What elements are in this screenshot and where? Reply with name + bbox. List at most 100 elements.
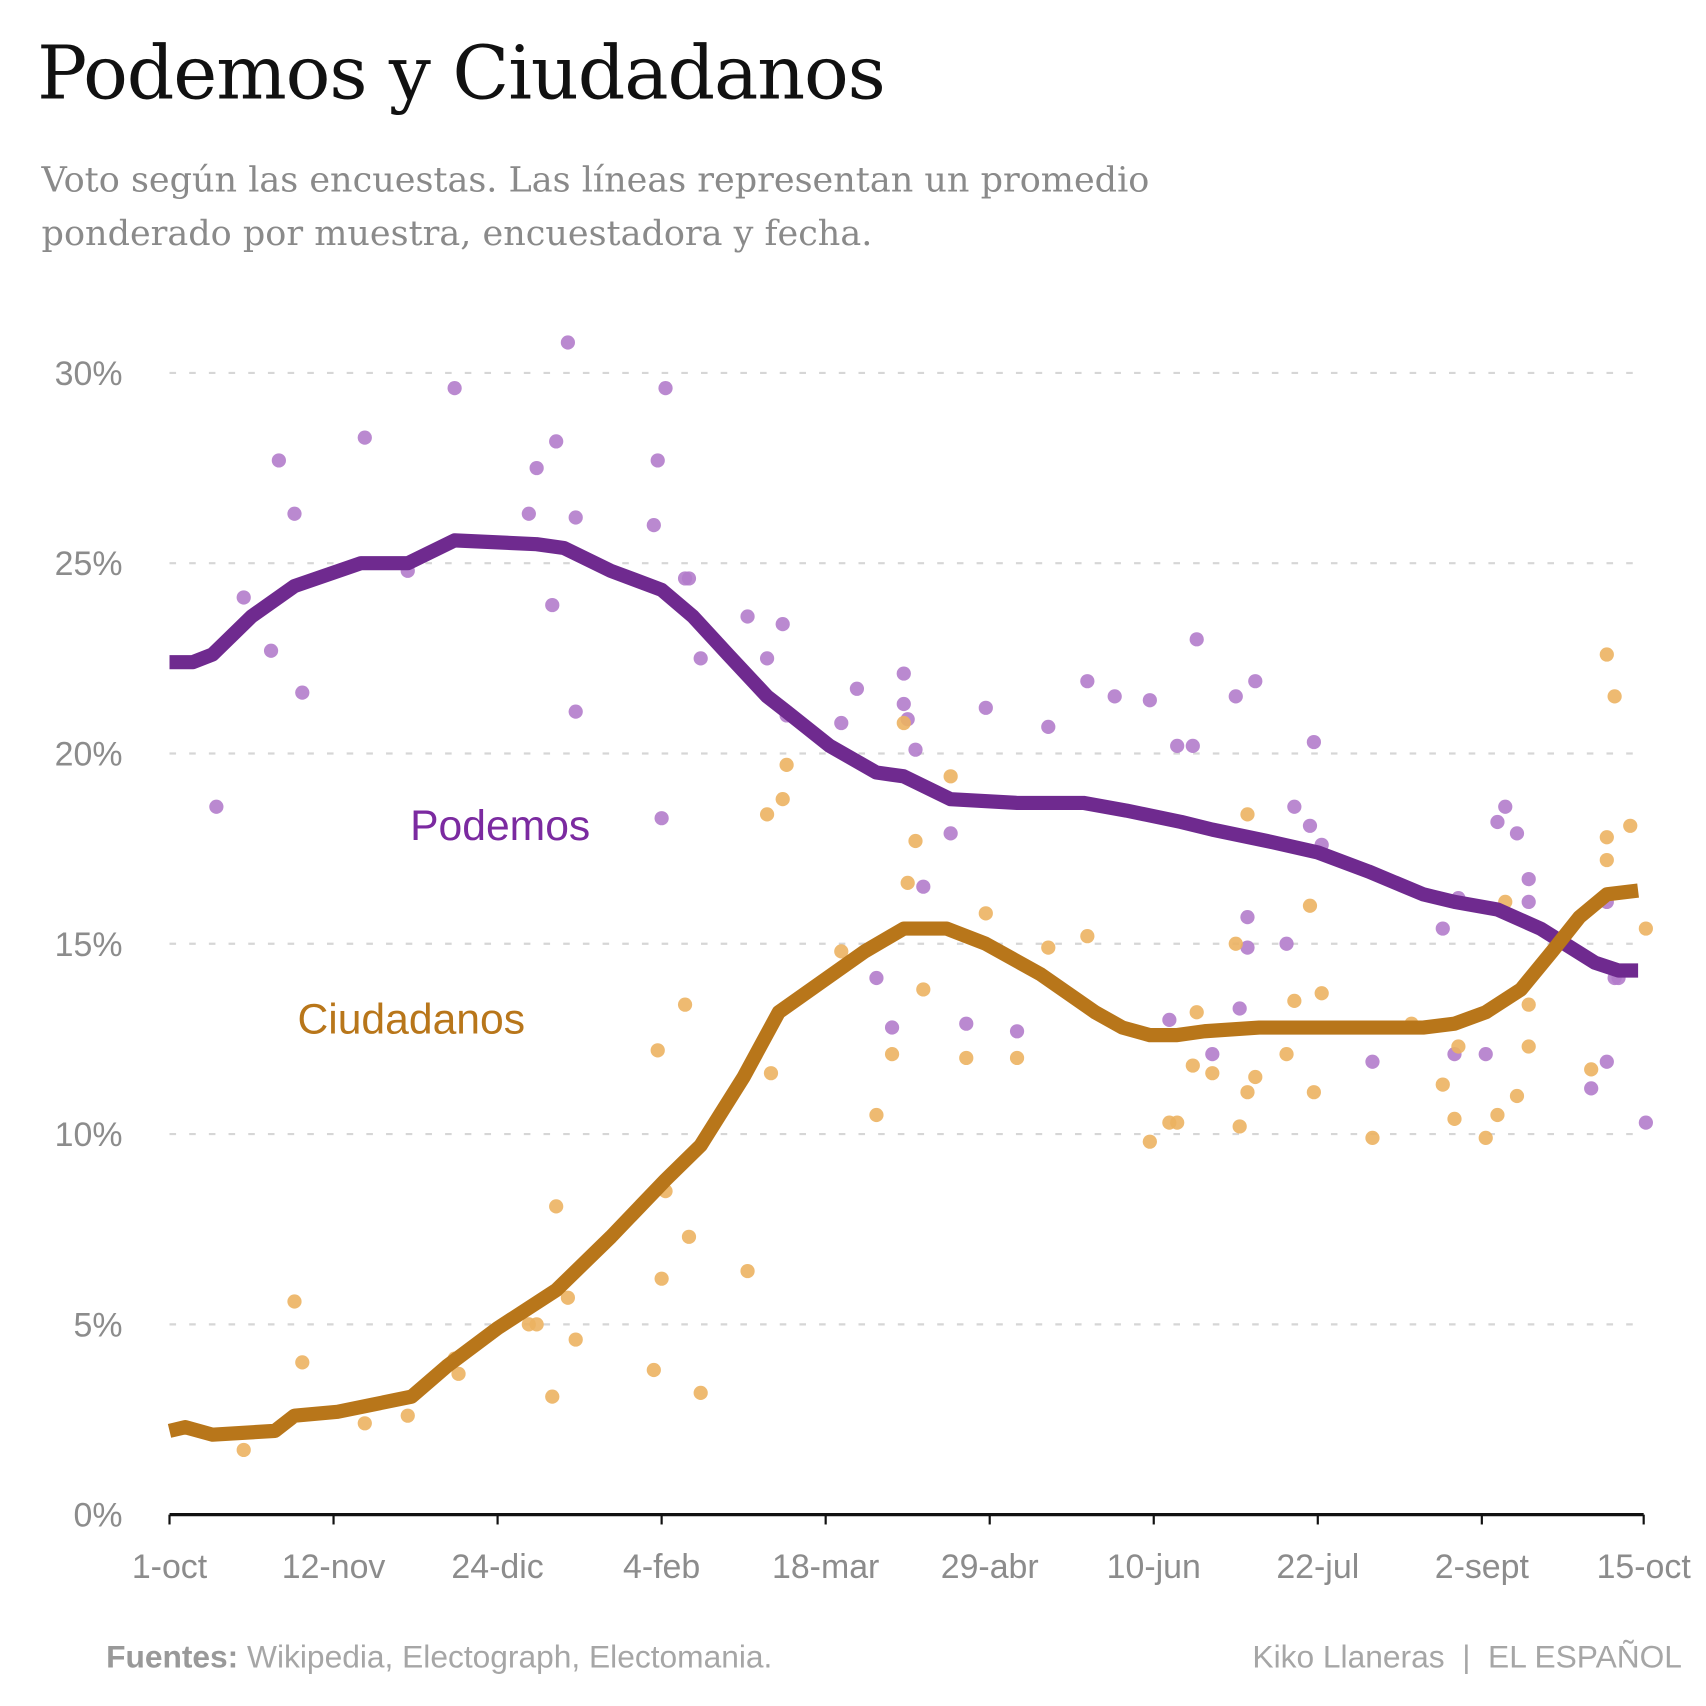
data-point — [568, 1332, 583, 1347]
sources-note: Fuentes: Wikipedia, Electograph, Electom… — [106, 1640, 772, 1676]
x-tick-label: 15-oct — [1597, 1548, 1692, 1586]
data-point — [1041, 719, 1056, 734]
data-point — [1490, 814, 1505, 830]
data-point — [447, 381, 462, 396]
data-point — [357, 1416, 372, 1431]
data-point — [916, 879, 931, 894]
data-point — [1509, 826, 1525, 841]
data-point — [1302, 898, 1318, 913]
data-point — [884, 1047, 900, 1062]
data-point — [1189, 632, 1204, 647]
y-tick-label: 5% — [73, 1306, 122, 1344]
data-point — [900, 875, 915, 890]
data-point — [295, 685, 310, 700]
data-point — [693, 1385, 708, 1400]
data-point — [740, 609, 755, 624]
data-point — [978, 700, 993, 715]
data-point — [1521, 997, 1536, 1012]
series-label-ciudadanos: Ciudadanos — [297, 995, 525, 1043]
data-point — [529, 1317, 544, 1332]
average-line-podemos — [169, 533, 1639, 978]
data-point — [1279, 1047, 1294, 1062]
data-point — [1521, 1039, 1536, 1054]
data-point — [1638, 1115, 1653, 1130]
data-point — [1584, 1081, 1599, 1096]
data-point — [1306, 1085, 1321, 1100]
y-tick-label: 25% — [55, 545, 123, 583]
data-point — [1170, 1115, 1185, 1130]
y-tick-label: 30% — [55, 355, 123, 393]
data-point — [560, 335, 575, 350]
data-point — [650, 1043, 665, 1058]
data-point — [545, 597, 560, 613]
data-point — [1142, 1134, 1157, 1149]
data-point — [654, 1271, 669, 1286]
data-point — [568, 704, 583, 719]
data-point — [451, 1366, 466, 1381]
data-point — [1509, 1088, 1525, 1104]
data-point — [959, 1016, 974, 1031]
data-point — [959, 1050, 974, 1066]
data-point — [1170, 738, 1185, 753]
data-point — [1451, 1039, 1466, 1054]
data-point — [677, 997, 693, 1012]
data-point — [1189, 1005, 1204, 1020]
data-point — [759, 807, 775, 822]
data-point — [1599, 830, 1614, 845]
data-point — [650, 453, 665, 468]
data-point — [869, 970, 884, 986]
data-point — [1080, 674, 1095, 689]
data-point — [1248, 674, 1263, 689]
data-point — [1287, 799, 1302, 814]
data-point — [1009, 1050, 1025, 1066]
data-point — [271, 453, 286, 468]
data-point — [908, 742, 923, 757]
data-point — [209, 799, 224, 814]
data-point — [549, 1199, 564, 1214]
data-point — [1107, 689, 1122, 704]
data-point — [236, 590, 251, 605]
data-point — [1478, 1130, 1493, 1145]
data-point — [1205, 1047, 1220, 1062]
data-point — [1365, 1130, 1380, 1145]
data-point — [295, 1355, 310, 1370]
data-point — [884, 1020, 900, 1035]
data-point — [834, 715, 849, 731]
data-point — [849, 681, 865, 696]
data-point — [1521, 894, 1536, 910]
data-point — [896, 696, 911, 712]
x-tick-label: 2-sept — [1435, 1548, 1530, 1586]
data-point — [775, 792, 790, 807]
x-tick-label: 10-jun — [1107, 1548, 1201, 1586]
data-point — [1080, 929, 1095, 944]
data-point — [1041, 940, 1056, 955]
x-tick-label: 18-mar — [772, 1548, 879, 1586]
data-point — [1314, 986, 1329, 1001]
data-point — [1205, 1066, 1220, 1081]
data-point — [1607, 689, 1622, 704]
data-point — [1302, 818, 1318, 833]
data-point — [1228, 689, 1243, 704]
sources-label: Fuentes: — [106, 1640, 239, 1676]
data-point — [545, 1389, 560, 1404]
y-tick-label: 10% — [55, 1116, 123, 1154]
data-point — [646, 1362, 661, 1378]
x-tick-label: 24-dic — [451, 1548, 543, 1586]
data-point — [896, 715, 911, 731]
data-point — [287, 506, 302, 521]
data-point — [1185, 738, 1200, 753]
data-point — [759, 651, 775, 666]
chart-subtitle: Voto según las encuestas. Las líneas rep… — [41, 158, 1150, 254]
data-point — [1490, 1107, 1505, 1123]
data-point — [896, 666, 911, 681]
data-point — [1142, 693, 1157, 708]
data-point — [1228, 936, 1243, 951]
data-point — [834, 944, 849, 959]
x-tick-label: 22-jul — [1276, 1548, 1359, 1586]
data-point — [908, 833, 923, 849]
data-point — [560, 1290, 575, 1305]
data-point — [287, 1294, 302, 1309]
data-point — [1435, 1077, 1450, 1092]
